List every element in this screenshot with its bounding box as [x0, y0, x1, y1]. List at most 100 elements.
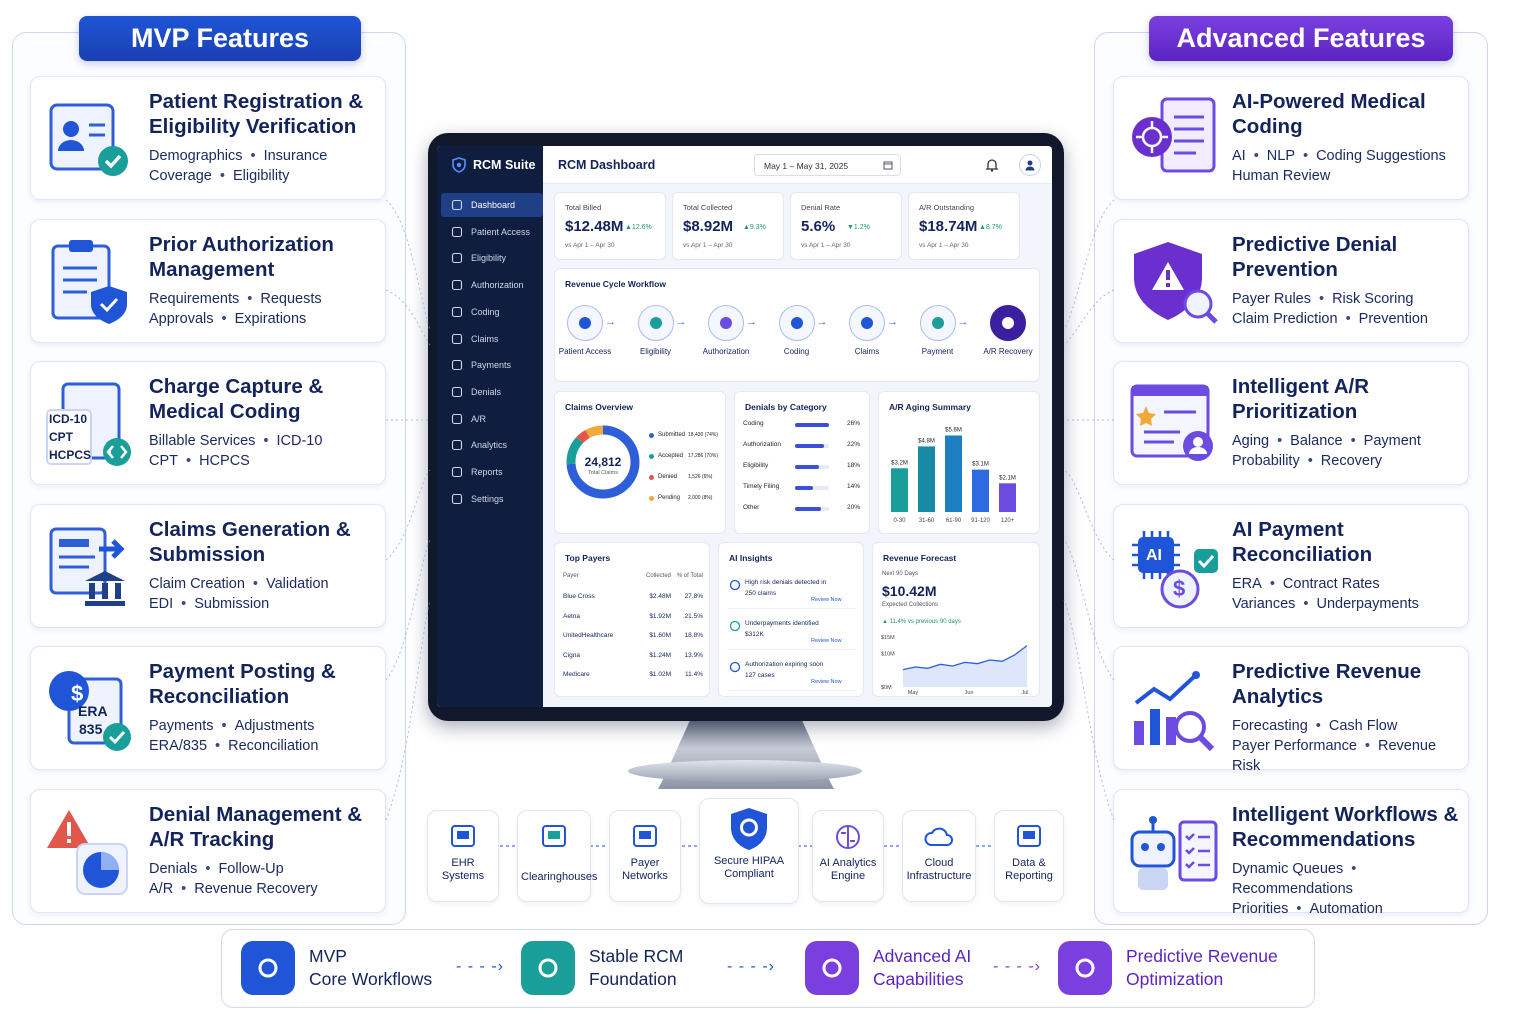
nav-patient-access[interactable]: Patient Access [441, 220, 543, 244]
bullet: • [247, 290, 253, 307]
lock-icon [451, 280, 463, 291]
workflow-step[interactable]: Coding [764, 305, 830, 357]
description-line: Claim Prediction • Prevention [1232, 309, 1468, 329]
insight-item[interactable]: Authorization expiring soon 127 cases Revi… [727, 657, 857, 691]
description-term: Claim Prediction [1232, 310, 1338, 327]
workflow-step[interactable]: Patient Access [552, 305, 618, 357]
integration-4[interactable]: Secure HIPAA Compliant [699, 798, 799, 904]
table-row[interactable]: Aetna $1.92M 21.5% [563, 613, 703, 620]
analytics-magnifier-icon [1124, 661, 1220, 757]
building-icon [538, 821, 570, 853]
workflow-step[interactable]: A/R Recovery [975, 305, 1041, 357]
claims-legend-item: Denied 1,526 (6%) [649, 474, 725, 480]
forecast-label: Expected Collections [882, 602, 939, 608]
review-now-link[interactable]: Review Now [811, 597, 842, 603]
nav-claims[interactable]: Claims [441, 327, 543, 351]
donut-segment-pending [585, 425, 604, 439]
bullet: • [221, 718, 227, 735]
bell-icon[interactable] [984, 157, 1000, 173]
mvp-card-2[interactable]: Prior Authorization Management Requiremen… [30, 218, 386, 343]
workflow-step[interactable]: Claims [834, 305, 900, 357]
table-row[interactable]: Cigna $1.24M 13.9% [563, 652, 703, 659]
advanced-card-2[interactable]: Predictive Denial Prevention Payer Rules •… [1113, 218, 1469, 343]
description-term: Recovery [1320, 453, 1383, 470]
aging-bar [891, 468, 908, 512]
nav-coding[interactable]: Coding [441, 300, 543, 324]
description-line: ERA • Contract Rates [1232, 574, 1468, 594]
advanced-card-6[interactable]: Intelligent Workflows & Recommendations D… [1113, 789, 1469, 917]
description-line: Payer Performance • Revenue Risk [1232, 736, 1468, 776]
nav-authorization[interactable]: Authorization [441, 273, 543, 297]
integration-2[interactable]: Clearinghouses [517, 810, 597, 902]
denial-pct: 26% [847, 420, 861, 427]
advanced-card-4[interactable]: AI $ AI Payment Reconciliation ERA • Contract… [1113, 503, 1469, 628]
integration-3[interactable]: Payer Networks [609, 810, 681, 902]
workflow-step-label: Eligibility [639, 347, 672, 356]
brand[interactable]: RCM Suite [451, 157, 536, 173]
top-bar: RCM Dashboard May 1 – May 31, 2025 [543, 146, 1052, 184]
code-document-icon: ICD-10 CPT HCPCS [41, 376, 137, 472]
table-row[interactable]: Blue Cross $2.48M 27.8% [563, 593, 703, 600]
icon-label: HCPCS [49, 448, 92, 463]
roadmap-stage-2: Stable RCM Foundation [521, 941, 683, 995]
insight-item[interactable]: High risk denials detected in 250 claims R… [727, 575, 857, 609]
aging-bar-label: $5.6M [945, 427, 962, 433]
aging-bar [972, 469, 989, 512]
kpi-card[interactable]: Total Collected $8.92M ▲9.3% vs Apr 1 – Apr… [672, 192, 784, 260]
table-cell: $1.02M [649, 671, 671, 678]
advanced-card-5[interactable]: Predictive Revenue Analytics Forecasting •… [1113, 646, 1469, 774]
insight-text: Underpayments identified [745, 620, 819, 627]
denial-pct: 22% [847, 441, 861, 448]
workflow-step[interactable]: Payment [905, 305, 971, 357]
forecast-xtick: Jun [965, 690, 974, 695]
description-term: Payments [149, 718, 214, 735]
kpi-card[interactable]: Denial Rate 5.6% ▼1.2% vs Apr 1 – Apr 30 [790, 192, 902, 260]
roadmap-line1: Advanced AI [873, 946, 972, 966]
workflow-step[interactable]: Eligibility [623, 305, 689, 357]
description-term: Cash Flow [1328, 718, 1398, 735]
description-term: Adjustments [234, 718, 315, 735]
brand-name: RCM Suite [473, 158, 536, 172]
review-now-link[interactable]: Review Now [811, 638, 842, 644]
kpi-card[interactable]: Total Billed $12.48M ▲12.6% vs Apr 1 – Apr … [554, 192, 666, 260]
description-line: EDI • Submission [149, 594, 385, 614]
table-row[interactable]: Medicare $1.02M 11.4% [563, 671, 703, 678]
description-term: Underpayments [1316, 595, 1419, 612]
nav-denials[interactable]: Denials [441, 380, 543, 404]
mvp-card-3[interactable]: ICD-10 CPT HCPCS Charge Capture & Medical C… [30, 361, 386, 486]
integration-5[interactable]: AI Analytics Engine [812, 810, 884, 902]
icon-label: AI [1146, 546, 1162, 564]
nav-analytics[interactable]: Analytics [441, 433, 543, 457]
table-row[interactable]: UnitedHealthcare $1.60M 18.8% [563, 632, 703, 639]
avatar[interactable] [1019, 154, 1041, 176]
advanced-card-1[interactable]: AI-Powered Medical Coding AI • NLP • Coding S… [1113, 76, 1469, 200]
advanced-card-3[interactable]: Intelligent A/R Prioritization Aging • Bala… [1113, 361, 1469, 486]
integration-6[interactable]: Cloud Infrastructure [902, 810, 976, 902]
mvp-card-4[interactable]: Claims Generation & Submission Claim Crea… [30, 503, 386, 628]
nav-dashboard[interactable]: Dashboard [441, 193, 543, 217]
nav-a-r[interactable]: A/R [441, 407, 543, 431]
card-description: AI • NLP • Coding Suggestions Human Review [1232, 146, 1468, 186]
nav-settings[interactable]: Settings [441, 487, 543, 511]
insight-item[interactable]: Underpayments identified $312K Review Now [727, 616, 857, 650]
integration-1[interactable]: EHR Systems [427, 810, 499, 902]
nav-payments[interactable]: Payments [441, 353, 543, 377]
workflow-step[interactable]: Authorization [693, 305, 759, 357]
description-term: Eligibility [232, 168, 290, 184]
nav-eligibility[interactable]: Eligibility [441, 246, 543, 270]
page-title: RCM Dashboard [558, 158, 656, 172]
description-term: NLP [1266, 148, 1295, 164]
date-range-picker[interactable]: May 1 – May 31, 2025 [754, 154, 901, 176]
mvp-card-6[interactable]: Denial Management & A/R Tracking Denials •… [30, 789, 386, 913]
bullet: • [252, 575, 258, 592]
description-line: Human Review [1232, 166, 1468, 186]
mvp-card-1[interactable]: Patient Registration & Eligibility Verif… [30, 76, 386, 200]
review-now-link[interactable]: Review Now [811, 679, 842, 685]
integration-7[interactable]: Data & Reporting [994, 810, 1064, 902]
mvp-card-5[interactable]: ERA 835 $ Payment Posting & Reconciliation P… [30, 646, 386, 771]
kpi-card[interactable]: A/R Outstanding $18.74M ▲8.7% vs Apr 1 – Ap… [908, 192, 1020, 260]
nav-reports[interactable]: Reports [441, 460, 543, 484]
dollar-symbol: $ [71, 681, 84, 707]
aging-tick-label: 120+ [1001, 518, 1015, 524]
denials-card: Denials by Category Coding 26% Authorizati… [734, 391, 870, 534]
